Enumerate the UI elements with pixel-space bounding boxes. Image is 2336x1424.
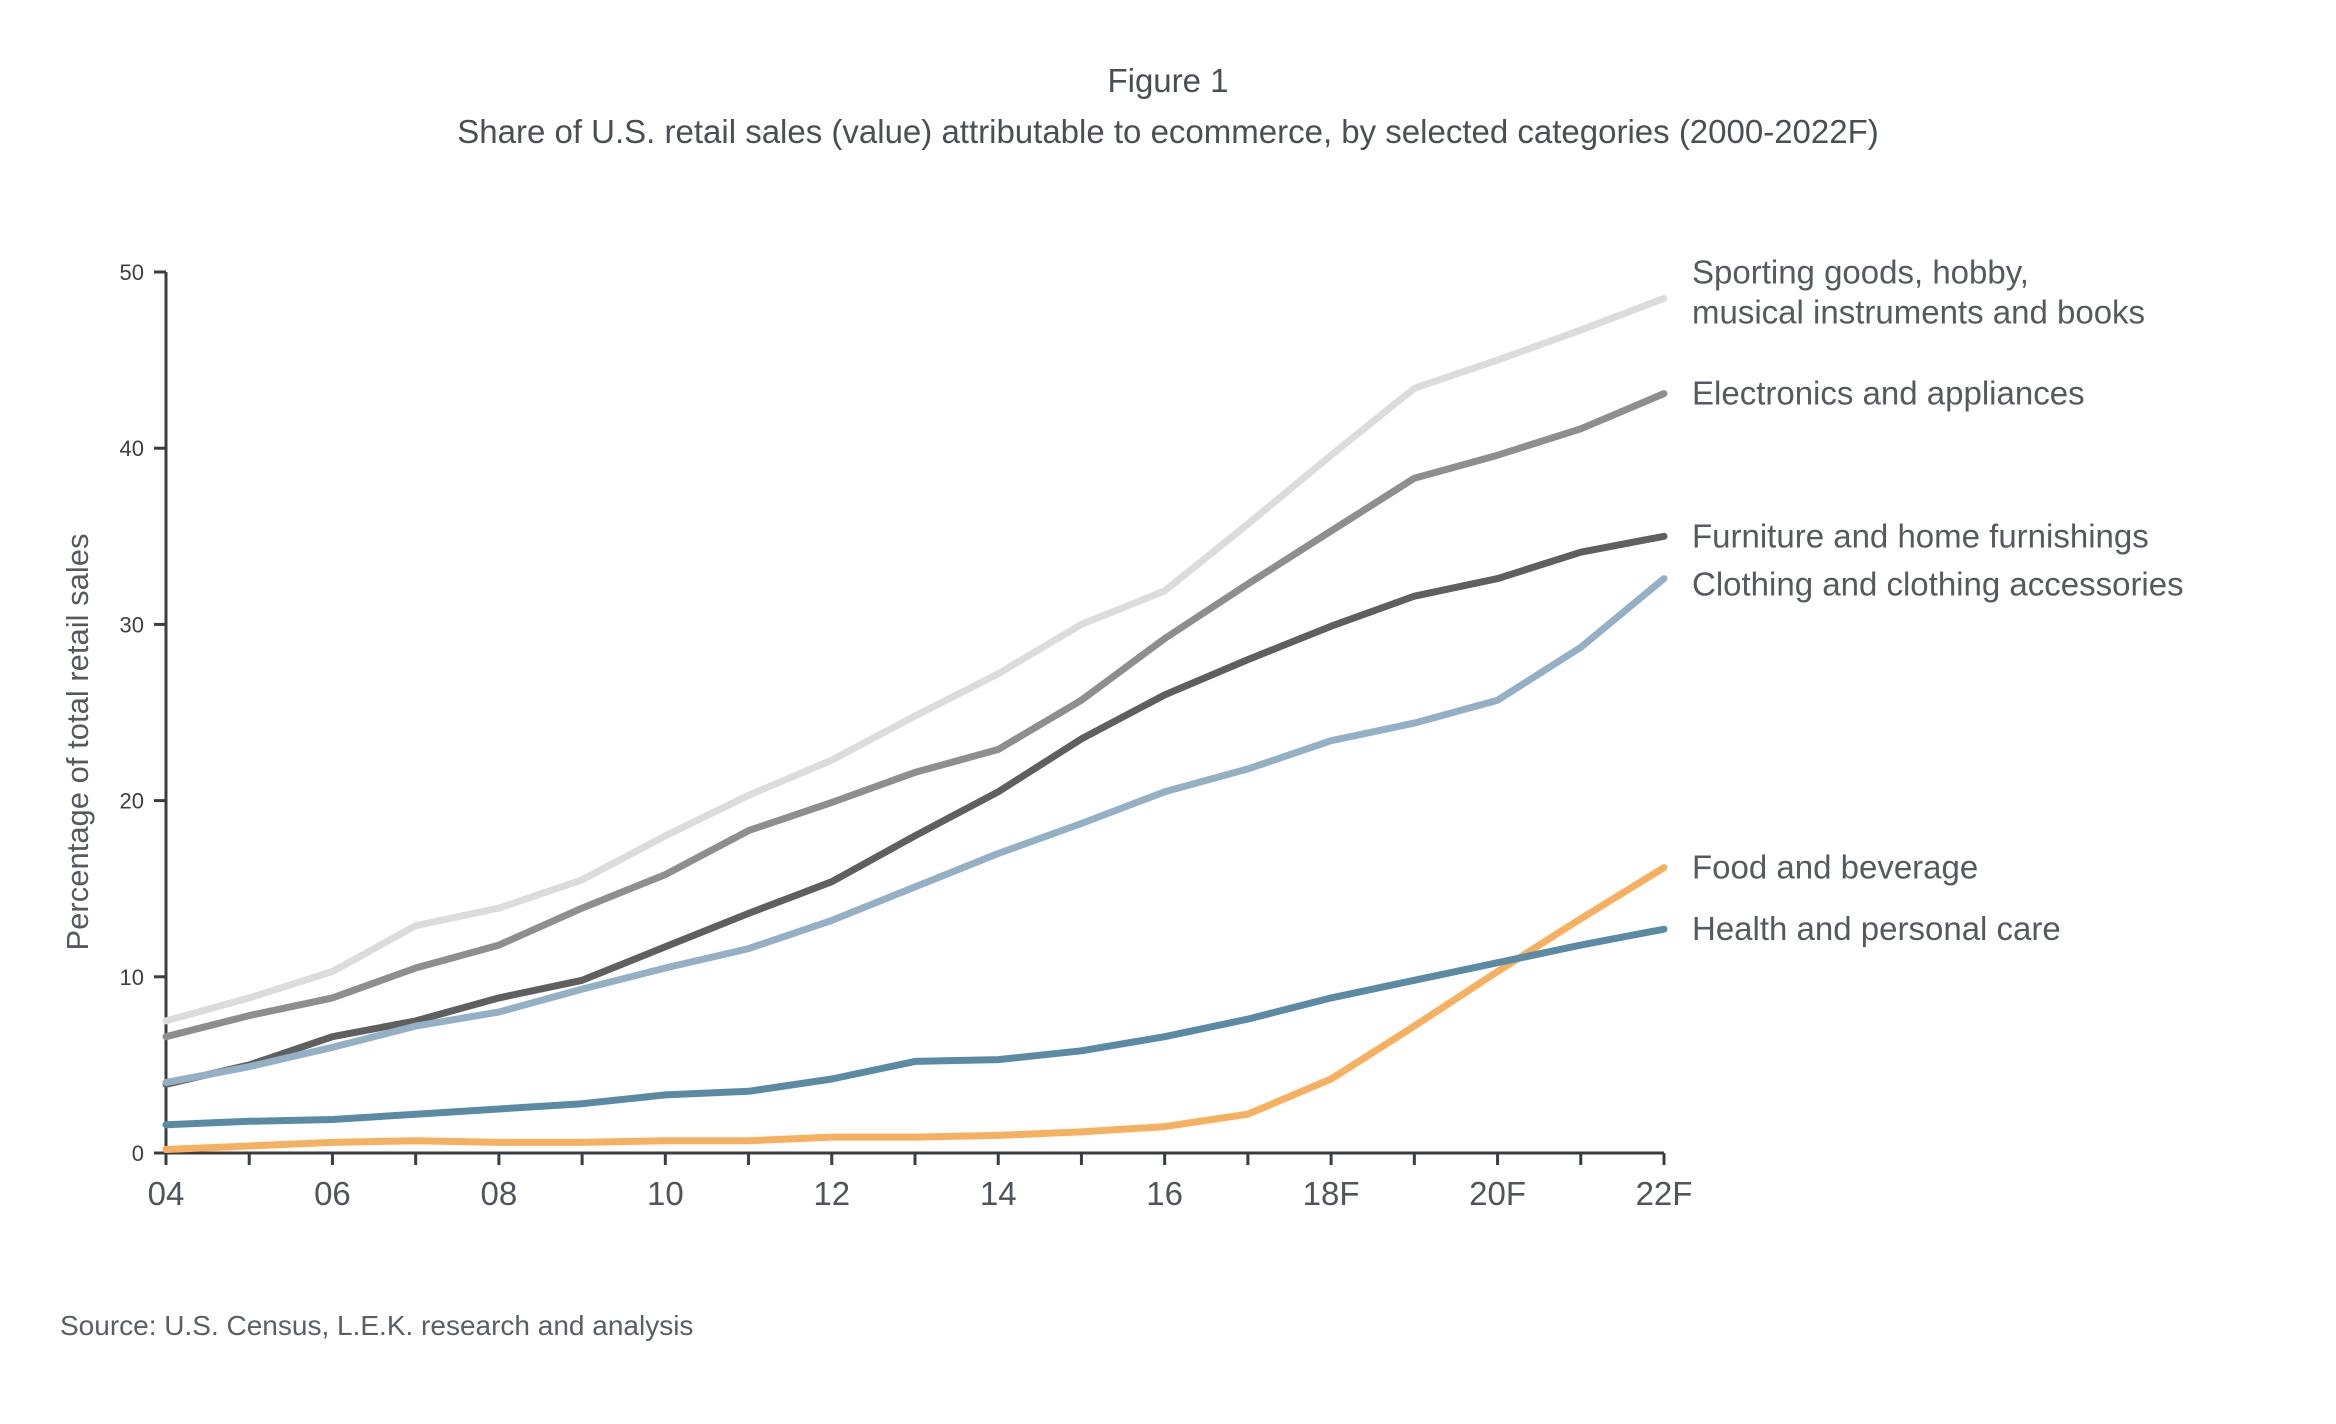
series-labels: Sporting goods, hobby, musical instrument… bbox=[1692, 253, 2184, 947]
x-tick-label: 14 bbox=[980, 1175, 1017, 1212]
axes: 0 10 20 30 40 50 04 06 08 10 12 14 16 18F 20F 22F bbox=[120, 260, 1693, 1212]
series-line bbox=[162, 532, 1668, 1088]
series-line bbox=[162, 390, 1668, 1041]
series-line bbox=[162, 864, 1668, 1153]
series-label: Sporting goods, hobby, musical instrument… bbox=[1692, 253, 2145, 330]
x-tick-label: 10 bbox=[647, 1175, 684, 1212]
series-label: Electronics and appliances bbox=[1692, 375, 2085, 412]
source-note: Source: U.S. Census, L.E.K. research and… bbox=[60, 1310, 694, 1341]
x-tick-label: 20F bbox=[1469, 1175, 1526, 1212]
series-label: Furniture and home furnishings bbox=[1692, 517, 2149, 554]
chart-title: Share of U.S. retail sales (value) attri… bbox=[457, 113, 1879, 150]
series-line bbox=[162, 575, 1668, 1086]
figure-label: Figure 1 bbox=[1107, 62, 1229, 99]
y-tick-label: 30 bbox=[120, 612, 144, 637]
series-label: Food and beverage bbox=[1692, 849, 1978, 886]
series-label: Clothing and clothing accessories bbox=[1692, 565, 2184, 602]
series-line bbox=[162, 294, 1668, 1025]
y-tick-label: 0 bbox=[132, 1141, 144, 1166]
y-tick-label: 10 bbox=[120, 965, 144, 990]
series-line bbox=[162, 925, 1668, 1129]
x-tick-label: 18F bbox=[1303, 1175, 1360, 1212]
x-tick-label: 04 bbox=[148, 1175, 185, 1212]
x-tick-label: 08 bbox=[481, 1175, 518, 1212]
x-tick-label: 22F bbox=[1636, 1175, 1693, 1212]
x-tick-label: 06 bbox=[314, 1175, 351, 1212]
y-tick-label: 20 bbox=[120, 789, 144, 814]
series-label: Health and personal care bbox=[1692, 910, 2061, 947]
series-lines bbox=[162, 294, 1668, 1153]
y-tick-label: 50 bbox=[120, 260, 144, 285]
y-axis-title: Percentage of total retail sales bbox=[60, 533, 95, 950]
y-tick-label: 40 bbox=[120, 436, 144, 461]
x-tick-label: 16 bbox=[1146, 1175, 1183, 1212]
x-tick-label: 12 bbox=[813, 1175, 850, 1212]
